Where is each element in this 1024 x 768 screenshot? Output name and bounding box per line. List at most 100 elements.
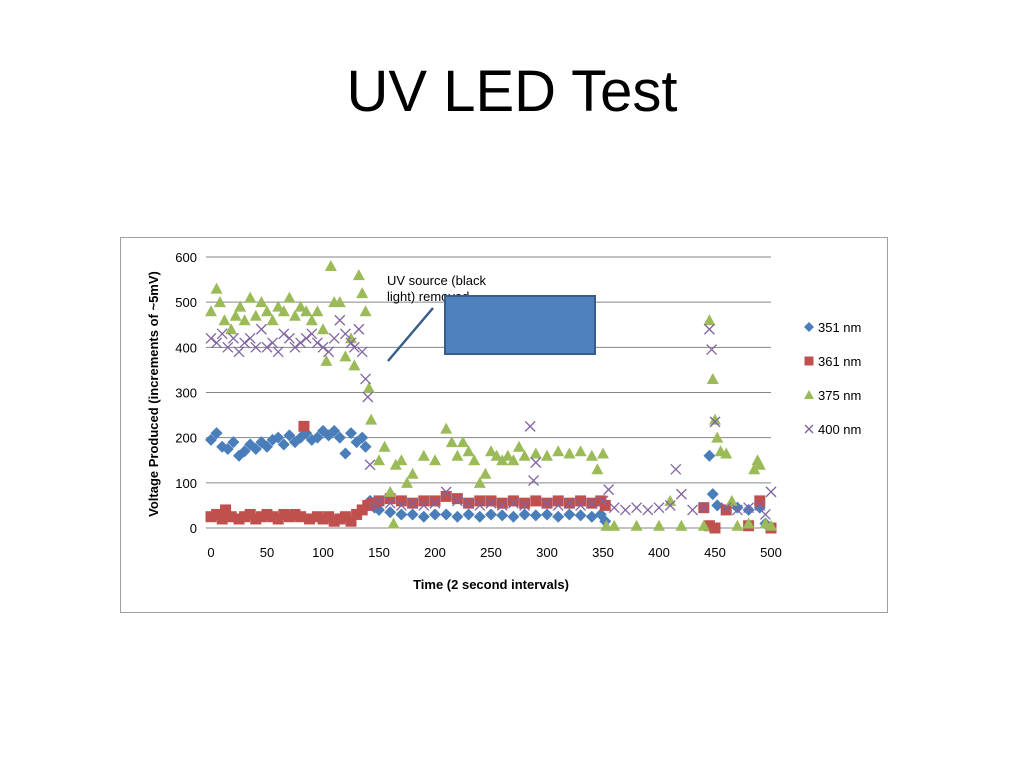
slide-title: UV LED Test [346,59,678,124]
data-point [703,449,716,462]
data-point [754,495,766,507]
data-point [244,332,256,344]
data-point [653,519,665,531]
data-point [395,454,408,466]
data-point [703,520,715,532]
data-point [575,499,587,511]
data-point [233,346,245,358]
data-point [367,497,379,509]
data-point [216,440,229,453]
y-tick-label: 500 [175,295,197,310]
data-point [530,495,542,507]
x-tick-label: 50 [260,545,274,560]
data-point [445,436,458,448]
data-point [365,413,378,425]
data-point [272,346,284,358]
data-point [339,511,351,523]
data-point [278,508,290,520]
y-tick-label: 600 [175,250,197,265]
legend-label: 400 nm [818,422,861,437]
data-point [261,508,273,520]
y-tick-label: 400 [175,340,197,355]
data-point [261,440,273,453]
data-point [300,305,313,317]
data-point [597,495,609,507]
data-point [457,436,469,448]
data-point [519,499,531,511]
data-point [328,515,340,527]
data-point [362,381,375,393]
data-point [518,449,531,461]
data-point [272,300,285,312]
data-point [323,511,335,523]
data-point [238,445,251,458]
data-point [586,497,598,509]
data-point [261,341,273,353]
data-point [356,504,368,516]
data-point [429,495,441,507]
data-point [234,300,247,312]
data-point [711,431,724,443]
data-point [277,438,290,451]
data-point [339,350,352,362]
x-axis-title: Time (2 second intervals) [413,577,569,592]
data-point [289,508,301,520]
data-point [244,291,257,303]
data-point [631,502,643,514]
data-point [227,332,239,344]
data-point [451,449,464,461]
data-point [225,511,237,523]
data-point [277,305,290,317]
x-tick-label: 100 [312,545,334,560]
data-point [211,508,223,520]
data-point [496,454,509,466]
data-point [348,341,360,353]
data-point [239,337,251,349]
data-point [742,517,755,529]
data-point [742,503,755,516]
data-point [585,510,598,523]
series-400-nm [205,314,777,520]
data-point [429,508,441,521]
data-point [698,502,710,514]
data-point [334,513,346,525]
data-point [429,497,441,509]
data-point [530,457,542,468]
data-point [205,305,217,317]
data-point [311,431,324,444]
data-point [507,497,519,509]
y-tick-label: 100 [175,476,197,491]
data-point [401,476,413,488]
data-point [362,391,374,403]
data-point [238,314,251,326]
data-point [356,287,369,299]
data-point [306,328,318,340]
data-point [524,420,536,432]
data-points [205,260,777,534]
x-tick-label: 450 [704,545,726,560]
data-point [462,508,475,521]
data-point [528,475,540,487]
data-point [220,504,232,516]
data-point [328,424,341,437]
data-point [675,519,688,531]
legend-label: 375 nm [818,388,861,403]
data-point [765,519,777,531]
data-point [304,513,316,525]
data-point [541,497,553,509]
data-point [406,467,419,479]
data-point [720,447,733,459]
data-point [353,323,365,335]
data-point [485,445,497,457]
data-point [395,508,408,521]
data-point [255,511,267,523]
data-point [485,508,497,521]
data-point [709,416,721,428]
data-point [311,337,323,349]
data-point [603,484,615,496]
data-point [563,497,575,509]
data-point [205,511,217,523]
data-point [496,509,509,522]
data-point [266,433,279,446]
data-point [283,291,296,303]
